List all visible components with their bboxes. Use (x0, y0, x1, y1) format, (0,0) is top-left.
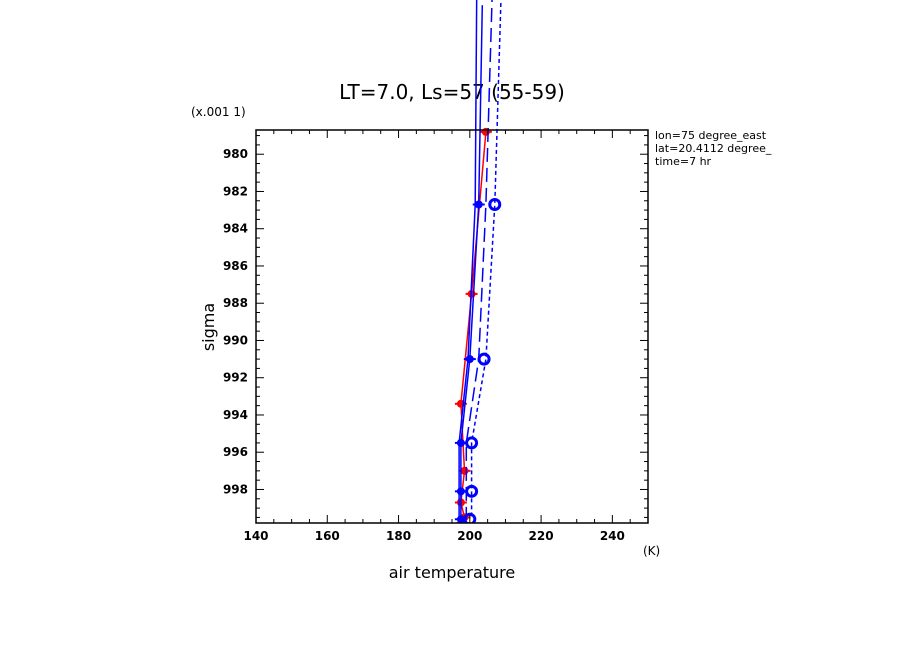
y-axis-label: sigma (199, 303, 218, 351)
chart-title: LT=7.0, Ls=57 (55-59) (339, 80, 565, 104)
series-line (458, 0, 478, 520)
series-line (470, 0, 502, 520)
data-point (465, 436, 479, 450)
y-tick-label: 994 (223, 408, 248, 422)
x-unit-label: (K) (643, 544, 660, 558)
y-tick-label: 992 (223, 371, 248, 385)
info-line: lat=20.4112 degree_ (655, 142, 772, 155)
series-line (460, 5, 484, 520)
series-line (460, 131, 487, 523)
y-tick-label: 980 (223, 147, 248, 161)
x-tick-label: 200 (457, 529, 482, 543)
x-tick-label: 180 (386, 529, 411, 543)
info-line: time=7 hr (655, 155, 712, 168)
series-4 (470, 0, 502, 520)
plot-frame (255, 129, 649, 524)
x-tick-label: 140 (243, 529, 268, 543)
y-tick-label: 982 (223, 184, 248, 198)
x-tick-label: 220 (529, 529, 554, 543)
series-5 (463, 198, 502, 523)
series-3 (465, 0, 493, 520)
y-tick-label: 984 (223, 222, 248, 236)
x-tick-label: 240 (600, 529, 625, 543)
y-tick-label: 988 (223, 296, 248, 310)
y-tick-label: 990 (223, 333, 248, 347)
x-tick-label: 160 (315, 529, 340, 543)
x-axis-label: air temperature (389, 563, 515, 582)
data-point (488, 198, 502, 212)
y-tick-label: 996 (223, 445, 248, 459)
series-line (465, 0, 493, 520)
series-2 (458, 0, 478, 520)
y-tick-label: 986 (223, 259, 248, 273)
y-tick-label: 998 (223, 482, 248, 496)
data-point (463, 512, 477, 523)
data-point (477, 352, 491, 366)
info-line: lon=75 degree_east (655, 129, 767, 142)
y-scale-note: (x.001 1) (191, 105, 246, 119)
series-layer (454, 0, 502, 523)
axes-layer: 140 160 180 200 220 240 980 982 984 986 988 990 992 9… (223, 130, 649, 543)
data-point (465, 484, 479, 498)
info-box: lon=75 degree_east lat=20.4112 degree_ t… (655, 129, 772, 168)
